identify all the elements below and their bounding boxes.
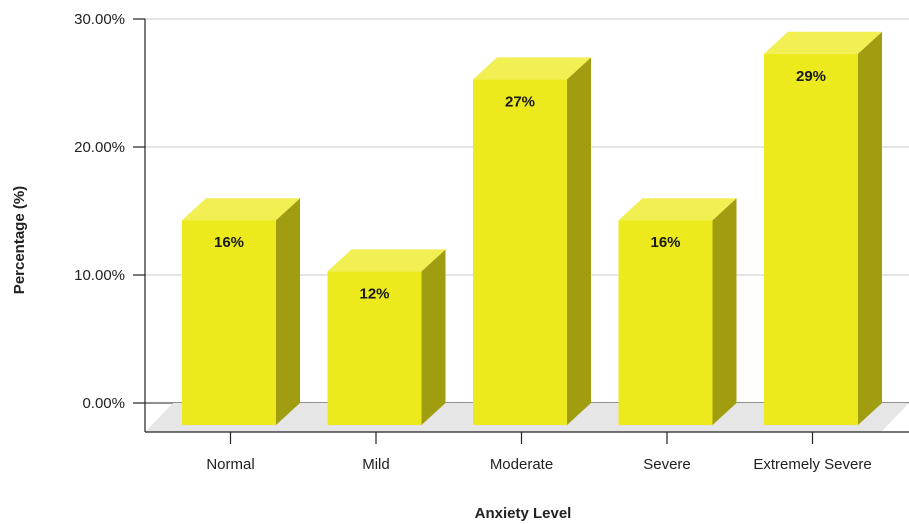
bar-front — [182, 220, 276, 425]
data-label: 27% — [505, 93, 535, 110]
bar-front — [473, 79, 567, 426]
bar-top — [764, 31, 882, 54]
y-axis-title: Percentage (%) — [11, 186, 28, 294]
bar-top — [473, 57, 591, 80]
x-category-label: Extremely Severe — [753, 456, 871, 473]
bar-top — [327, 249, 446, 272]
y-tick-label: 30.00% — [74, 11, 125, 28]
y-tick-label: 10.00% — [74, 267, 125, 284]
data-label: 12% — [359, 285, 389, 302]
x-category-label: Moderate — [490, 456, 553, 473]
x-axis-categories: Normal Mild Moderate Severe Extremely Severe — [206, 432, 872, 473]
bar-top — [182, 198, 300, 221]
y-axis-ticks: 0.00% 10.00% 20.00% 30.00% — [74, 11, 145, 412]
y-tick-label: 0.00% — [82, 395, 125, 412]
data-label: 16% — [650, 234, 680, 251]
x-category-label: Normal — [206, 456, 254, 473]
bar: 16% — [618, 198, 737, 425]
bar-side — [567, 57, 591, 426]
bar-front — [764, 53, 858, 426]
bar: 16% — [182, 198, 300, 425]
y-tick-label: 20.00% — [74, 139, 125, 156]
bar-front — [327, 271, 422, 425]
bar-side — [858, 31, 882, 426]
bar-side — [276, 198, 300, 425]
data-label: 16% — [214, 234, 244, 251]
bar-side — [712, 198, 737, 425]
bars: 16% 12% 27% 16% 29% — [182, 31, 882, 426]
bar: 29% — [764, 31, 882, 426]
x-axis-title: Anxiety Level — [475, 505, 572, 522]
bar-side — [421, 249, 446, 425]
x-category-label: Mild — [362, 456, 390, 473]
bar-top — [618, 198, 737, 221]
x-category-label: Severe — [643, 456, 691, 473]
bar: 27% — [473, 57, 591, 426]
bar-front — [618, 220, 713, 425]
data-label: 29% — [796, 68, 826, 85]
bar: 12% — [327, 249, 446, 425]
